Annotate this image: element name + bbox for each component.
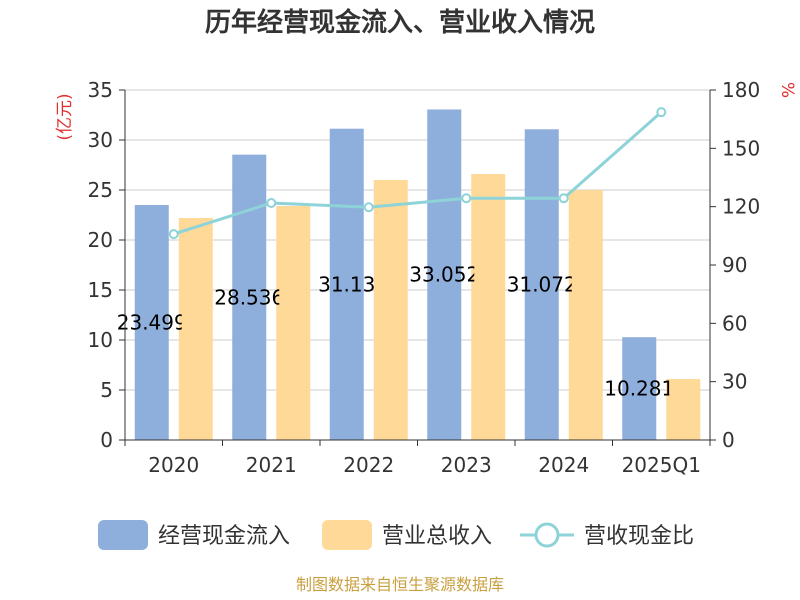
x-tick-label: 2025Q1: [622, 453, 701, 477]
left-axis-label: (亿元): [55, 93, 75, 140]
right-tick-label: 120: [722, 195, 760, 219]
data-labels: 23.499 28.536 31.13 33.052 31.072 10.281: [117, 263, 674, 401]
legend: 经营现金流入 营业总收入 营收现金比: [98, 520, 694, 550]
legend-swatch: [322, 520, 372, 550]
gridlines: [125, 89, 710, 391]
legend-marker: [534, 522, 560, 548]
bar-cash-inflow: [134, 205, 169, 440]
data-label: 31.13: [318, 272, 375, 296]
ratio-point: [558, 193, 569, 204]
bar-revenue: [373, 180, 408, 440]
source-note: 制图数据来自恒生聚源数据库: [296, 575, 504, 594]
left-tick-label: 35: [88, 78, 113, 102]
bar-cash-inflow: [524, 129, 559, 440]
ratio-line-path: [173, 111, 663, 236]
legend-label: 营业总收入: [382, 524, 492, 549]
data-label: 28.536: [214, 285, 284, 309]
legend-swatch: [98, 520, 148, 550]
bar-revenue: [666, 379, 701, 440]
ratio-point: [168, 229, 179, 240]
data-label: 33.052: [409, 263, 479, 287]
left-tick-label: 15: [88, 278, 113, 302]
left-tick-label: 10: [88, 328, 113, 352]
x-tick-label: 2020: [148, 453, 199, 477]
right-tick-label: 150: [722, 136, 760, 160]
data-label: 31.072: [507, 273, 577, 297]
x-tick-label: 2024: [538, 453, 589, 477]
bar-revenue: [276, 206, 311, 440]
data-label: 10.281: [604, 377, 674, 401]
ratio-point: [266, 197, 277, 208]
x-tick-label: 2023: [441, 453, 492, 477]
ratio-line: [168, 107, 667, 240]
ratio-point: [363, 202, 374, 213]
bars: [134, 109, 701, 440]
left-tick-label: 30: [88, 128, 113, 152]
ratio-point: [461, 193, 472, 204]
axes: 0 5 10 15 20 25 30 35 0 30 60 90 120 150 180 2020 2021 20…: [88, 78, 761, 477]
bar-cash-inflow: [622, 337, 657, 440]
legend-label: 经营现金流入: [158, 524, 290, 549]
left-tick-label: 20: [88, 228, 113, 252]
right-tick-label: 180: [722, 78, 760, 102]
left-tick-label: 5: [100, 378, 113, 402]
right-tick-label: 90: [722, 253, 747, 277]
left-tick-label: 0: [100, 428, 113, 452]
bar-cash-inflow: [329, 128, 364, 440]
bar-revenue: [568, 190, 603, 440]
data-label: 23.499: [117, 311, 187, 335]
left-tick-label: 25: [88, 178, 113, 202]
legend-label: 营收现金比: [584, 524, 694, 549]
bar-cash-inflow: [232, 154, 267, 440]
bar-revenue: [471, 174, 506, 440]
chart-title: 历年经营现金流入、营业收入情况: [205, 7, 595, 38]
x-tick-label: 2022: [343, 453, 394, 477]
bar-revenue: [178, 218, 213, 440]
x-tick-label: 2021: [246, 453, 297, 477]
right-axis-label: %: [777, 82, 797, 98]
right-tick-label: 30: [722, 370, 747, 394]
right-tick-label: 0: [722, 428, 735, 452]
right-tick-label: 60: [722, 311, 747, 335]
bar-cash-inflow: [427, 109, 462, 440]
ratio-point: [656, 107, 667, 118]
